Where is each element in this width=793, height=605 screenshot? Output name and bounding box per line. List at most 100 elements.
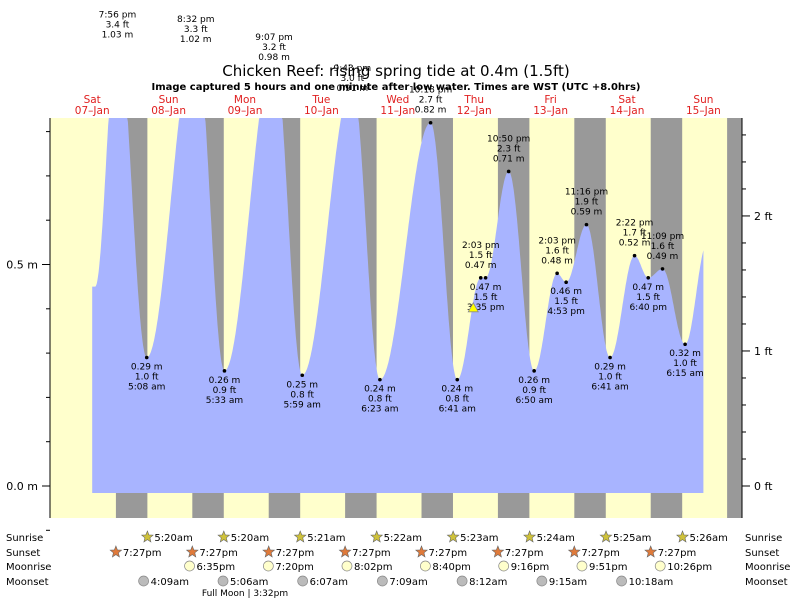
astro-row-label-right: Moonset — [745, 577, 788, 588]
night-band — [727, 118, 742, 518]
high-time-label: 8:32 pm — [177, 15, 215, 25]
low-m-label: 0.29 m — [594, 363, 626, 373]
sunrise-icon — [676, 530, 689, 543]
moonrise-time: 9:16pm — [511, 562, 550, 573]
moonset-icon — [616, 575, 627, 587]
moonrise-time: 9:51pm — [589, 562, 628, 573]
low-time-label: 6:15 am — [666, 369, 703, 379]
astro-row-label-left: Sunset — [6, 548, 40, 559]
moonrise-icon — [576, 560, 588, 572]
night-band — [115, 493, 148, 518]
chart-title: Chicken Reef: rising spring tide at 0.4m… — [222, 62, 570, 80]
moonrise-icon — [420, 560, 431, 572]
night-band — [497, 493, 530, 518]
sunset-time: 7:27pm — [581, 548, 620, 559]
sunset-time: 7:27pm — [658, 548, 697, 559]
date-label: 14–Jan — [610, 105, 645, 117]
low-ft-label: 1.0 ft — [135, 373, 159, 383]
low-ft-label: 1.0 ft — [598, 373, 622, 383]
high-time-label: 7:56 pm — [99, 11, 137, 21]
high-ft-label: 1.6 ft — [545, 246, 569, 256]
day-label: Sat — [84, 94, 101, 106]
sunrise-icon — [370, 530, 384, 543]
sunrise-time: 5:20am — [231, 533, 269, 544]
tide-point — [300, 373, 305, 378]
low-ft-label: 1.5 ft — [554, 297, 578, 307]
moonrise-time: 8:40pm — [432, 562, 471, 573]
night-band — [421, 493, 453, 518]
sunset-icon — [644, 545, 658, 558]
high-ft-label: 2.3 ft — [497, 144, 521, 154]
date-label: 15–Jan — [686, 105, 721, 117]
astro-row-label-left: Moonset — [6, 577, 49, 588]
date-label: 13–Jan — [533, 105, 568, 117]
high-time-label: 2:03 pm — [538, 236, 576, 246]
day-label: Sat — [618, 94, 635, 106]
tide-point — [646, 275, 651, 280]
moonset-icon — [456, 575, 468, 587]
low-time-label: 3:35 pm — [467, 303, 505, 313]
moonset-time: 4:09am — [151, 577, 189, 588]
current-level-marker — [467, 301, 479, 313]
sunset-time: 7:27pm — [123, 548, 162, 559]
high-m-label: 0.48 m — [541, 256, 573, 266]
high-ft-label: 3.2 ft — [262, 43, 286, 53]
tide-point — [428, 120, 433, 125]
tide-point — [483, 275, 488, 280]
night-band — [574, 493, 606, 518]
tide-point — [683, 342, 687, 347]
low-m-label: 0.47 m — [632, 283, 664, 293]
astro-row-label-right: Moonrise — [745, 562, 790, 573]
high-ft-label: 1.9 ft — [575, 198, 599, 208]
high-m-label: 1.02 m — [180, 35, 212, 45]
chart-subtitle: Image captured 5 hours and one minute af… — [152, 82, 641, 93]
moonrise-time: 10:26pm — [667, 562, 712, 573]
high-m-label: 0.47 m — [465, 261, 497, 271]
y-tick-label-right: 1 ft — [754, 345, 773, 358]
low-time-label: 6:41 am — [591, 383, 628, 393]
low-ft-label: 0.9 ft — [522, 386, 546, 396]
date-label: 10–Jan — [304, 105, 339, 117]
high-time-label: 2:22 pm — [616, 219, 654, 229]
low-m-label: 0.29 m — [131, 363, 163, 373]
tide-point — [532, 369, 536, 373]
high-m-label: 0.98 m — [258, 53, 290, 63]
sunset-time: 7:27pm — [352, 548, 391, 559]
sunrise-time: 5:20am — [154, 533, 192, 544]
low-ft-label: 0.9 ft — [213, 386, 237, 396]
day-label: Sun — [693, 94, 713, 106]
low-time-label: 6:40 pm — [629, 303, 667, 313]
low-ft-label: 0.8 ft — [445, 395, 469, 405]
low-time-label: 6:23 am — [361, 405, 398, 415]
day-label: Thu — [463, 94, 484, 106]
sunset-icon — [185, 545, 199, 558]
sunset-icon — [109, 545, 123, 558]
moonset-time: 10:18am — [629, 577, 674, 588]
sunrise-icon — [446, 530, 460, 543]
tide-point — [660, 267, 665, 271]
high-m-label: 0.71 m — [493, 154, 525, 164]
night-band — [345, 493, 377, 518]
sunset-time: 7:27pm — [429, 548, 468, 559]
sunset-icon — [338, 545, 352, 558]
daylight-background — [50, 493, 742, 518]
moonrise-time: 7:20pm — [275, 562, 314, 573]
low-m-label: 0.32 m — [669, 349, 701, 359]
day-label: Wed — [386, 94, 409, 106]
moonrise-icon — [262, 560, 274, 572]
moonset-time: 9:15am — [549, 577, 587, 588]
moonrise-icon — [184, 560, 195, 572]
moonrise-icon — [654, 560, 666, 572]
low-ft-label: 1.5 ft — [636, 293, 660, 303]
sunrise-time: 5:26am — [689, 533, 727, 544]
high-m-label: 0.52 m — [619, 239, 651, 249]
tide-point — [632, 253, 637, 258]
tide-point — [478, 275, 483, 280]
tide-point — [506, 169, 511, 174]
y-tick-label-right: 2 ft — [754, 210, 773, 223]
high-ft-label: 1.6 ft — [651, 242, 675, 252]
sunrise-icon — [217, 530, 231, 543]
tide-point — [455, 377, 460, 382]
low-m-label: 0.24 m — [364, 385, 396, 395]
low-time-label: 5:33 am — [206, 396, 243, 406]
